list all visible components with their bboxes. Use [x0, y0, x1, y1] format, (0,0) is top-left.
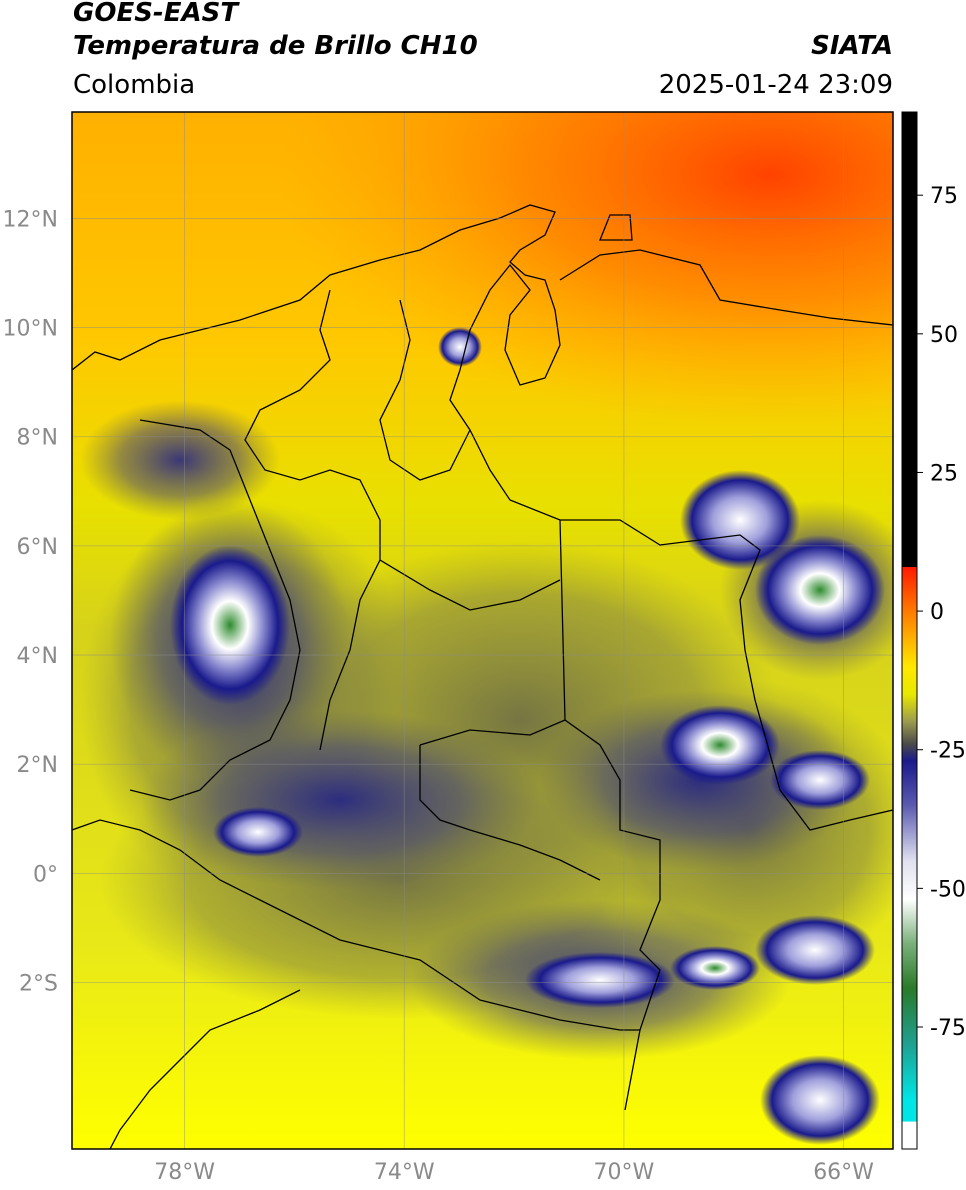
country-borders: [72, 204, 893, 1149]
region-label: Colombia: [73, 70, 196, 100]
storm-cell-south-2: [670, 946, 760, 990]
storm-cell-south: [525, 952, 675, 1008]
colorbar-tick-label: 0: [930, 600, 944, 625]
storm-cell-venezuela: [680, 470, 800, 570]
longitude-axis: 78°W 74°W 70°W 66°W: [154, 1160, 874, 1185]
latitude-tick-label: 8°N: [17, 426, 58, 451]
latitude-tick-label: 2°N: [17, 753, 58, 778]
colorbar-tick-label: -50: [930, 877, 966, 902]
storm-cell-west: [170, 545, 290, 705]
navy-band-center: [140, 710, 540, 890]
latitude-tick-label: 12°N: [3, 207, 58, 232]
latitude-tick-label: 4°N: [17, 644, 58, 669]
longitude-tick-label: 66°W: [813, 1160, 874, 1185]
colorbar-tick-label: 75: [930, 184, 958, 209]
storm-cell-east-2: [660, 705, 780, 785]
colorbar-tick-label: -75: [930, 1016, 966, 1041]
storm-cell-southeast: [755, 915, 875, 985]
latitude-tick-label: 2°S: [19, 972, 58, 997]
longitude-tick-label: 78°W: [154, 1160, 215, 1185]
latitude-tick-label: 0°: [33, 862, 58, 887]
colorbar: 75 50 25 0 -25 -50 -75: [901, 111, 966, 1150]
map-imagery: [72, 112, 893, 1149]
graticule: [72, 112, 893, 1149]
title-line-1: GOES-EAST: [73, 0, 239, 28]
storm-cell-east: [755, 535, 885, 645]
colorbar-gradient: [901, 111, 918, 1150]
datetime-label: 2025-01-24 23:09: [658, 70, 893, 100]
title-line-2: Temperatura de Brillo CH10: [73, 31, 478, 61]
map-frame: [71, 111, 894, 1150]
colorbar-tick-label: -25: [930, 739, 966, 764]
storm-cell-far-southeast: [760, 1055, 880, 1145]
longitude-tick-label: 74°W: [374, 1160, 435, 1185]
latitude-tick-label: 6°N: [17, 535, 58, 560]
longitude-tick-label: 70°W: [594, 1160, 655, 1185]
latitude-axis: 12°N 10°N 8°N 6°N 4°N 2°N 0° 2°S: [3, 207, 58, 996]
source-label: SIATA: [811, 31, 893, 61]
storm-cell-southwest: [213, 807, 303, 857]
colorbar-tick-label: 50: [930, 323, 958, 348]
colorbar-ticks: 75 50 25 0 -25 -50 -75: [917, 184, 966, 1041]
navy-band-north: [80, 400, 280, 520]
storm-cell-east-3: [770, 750, 870, 810]
colorbar-tick-label: 25: [930, 461, 958, 486]
latitude-tick-label: 10°N: [3, 317, 58, 342]
storm-cell-north: [438, 327, 482, 367]
